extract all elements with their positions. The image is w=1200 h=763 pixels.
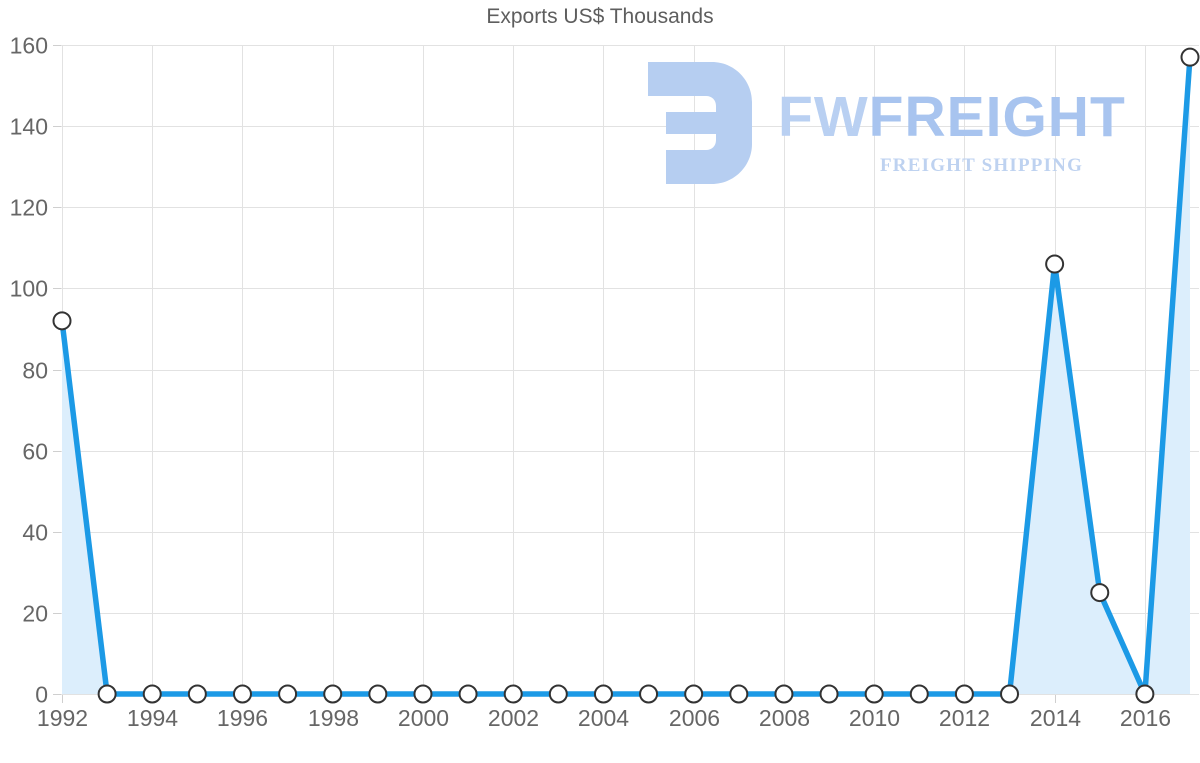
x-axis-tick-label: 1998 bbox=[308, 705, 359, 731]
data-point-marker[interactable] bbox=[1135, 684, 1155, 704]
data-point-marker[interactable] bbox=[323, 684, 343, 704]
data-point-marker[interactable] bbox=[548, 684, 568, 704]
grid-lines bbox=[53, 45, 1199, 703]
y-axis-labels: 0 20 40 60 80 100 120 140 160 bbox=[10, 33, 48, 708]
data-point-marker[interactable] bbox=[864, 684, 884, 704]
y-axis-tick-label: 160 bbox=[10, 33, 48, 59]
data-point-marker[interactable] bbox=[503, 684, 523, 704]
y-axis-tick-label: 140 bbox=[10, 114, 48, 140]
data-point-marker[interactable] bbox=[97, 684, 117, 704]
data-point-marker[interactable] bbox=[52, 311, 72, 331]
series-line-path bbox=[59, 54, 1193, 697]
y-axis-tick-label: 120 bbox=[10, 195, 48, 221]
series-markers bbox=[52, 47, 1200, 704]
data-point-marker[interactable] bbox=[774, 684, 794, 704]
data-point-marker[interactable] bbox=[684, 684, 704, 704]
data-point-marker[interactable] bbox=[187, 684, 207, 704]
data-point-marker[interactable] bbox=[954, 684, 974, 704]
data-point-marker[interactable] bbox=[1045, 254, 1065, 274]
data-point-marker[interactable] bbox=[909, 684, 929, 704]
x-axis-tick-label: 2002 bbox=[488, 705, 539, 731]
x-axis-tick-label: 1996 bbox=[217, 705, 268, 731]
data-point-marker[interactable] bbox=[729, 684, 749, 704]
x-axis-tick-label: 2012 bbox=[939, 705, 990, 731]
y-axis-tick-label: 60 bbox=[22, 439, 48, 465]
x-axis-tick-label: 2004 bbox=[578, 705, 629, 731]
data-point-marker[interactable] bbox=[232, 684, 252, 704]
data-point-marker[interactable] bbox=[639, 684, 659, 704]
data-point-marker[interactable] bbox=[458, 684, 478, 704]
x-axis-tick-label: 2016 bbox=[1120, 705, 1171, 731]
data-point-marker[interactable] bbox=[1090, 583, 1110, 603]
data-point-marker[interactable] bbox=[142, 684, 162, 704]
x-axis-tick-label: 2000 bbox=[398, 705, 449, 731]
data-point-marker[interactable] bbox=[278, 684, 298, 704]
y-axis-tick-label: 0 bbox=[35, 682, 48, 708]
x-axis-tick-label: 2006 bbox=[669, 705, 720, 731]
x-axis-labels: 1992 1994 1996 1998 2000 2002 2004 2006 2008 2010… bbox=[37, 705, 1171, 731]
data-point-marker[interactable] bbox=[819, 684, 839, 704]
series-area-fill bbox=[62, 57, 1190, 695]
y-axis-tick-label: 20 bbox=[22, 601, 48, 627]
y-axis-tick-label: 80 bbox=[22, 358, 48, 384]
x-axis-tick-label: 1994 bbox=[127, 705, 178, 731]
data-point-marker[interactable] bbox=[593, 684, 613, 704]
y-axis-tick-label: 100 bbox=[10, 276, 48, 302]
data-point-marker[interactable] bbox=[1180, 47, 1200, 67]
series-area-path bbox=[62, 57, 1190, 695]
data-point-marker[interactable] bbox=[1000, 684, 1020, 704]
series-line bbox=[59, 54, 1193, 697]
chart-title: Exports US$ Thousands bbox=[486, 5, 714, 28]
x-axis-tick-label: 2010 bbox=[849, 705, 900, 731]
x-axis-tick-label: 1992 bbox=[37, 705, 88, 731]
y-axis-tick-label: 40 bbox=[22, 520, 48, 546]
x-axis-tick-label: 2014 bbox=[1030, 705, 1081, 731]
x-axis-tick-label: 2008 bbox=[759, 705, 810, 731]
data-point-marker[interactable] bbox=[368, 684, 388, 704]
data-point-marker[interactable] bbox=[413, 684, 433, 704]
